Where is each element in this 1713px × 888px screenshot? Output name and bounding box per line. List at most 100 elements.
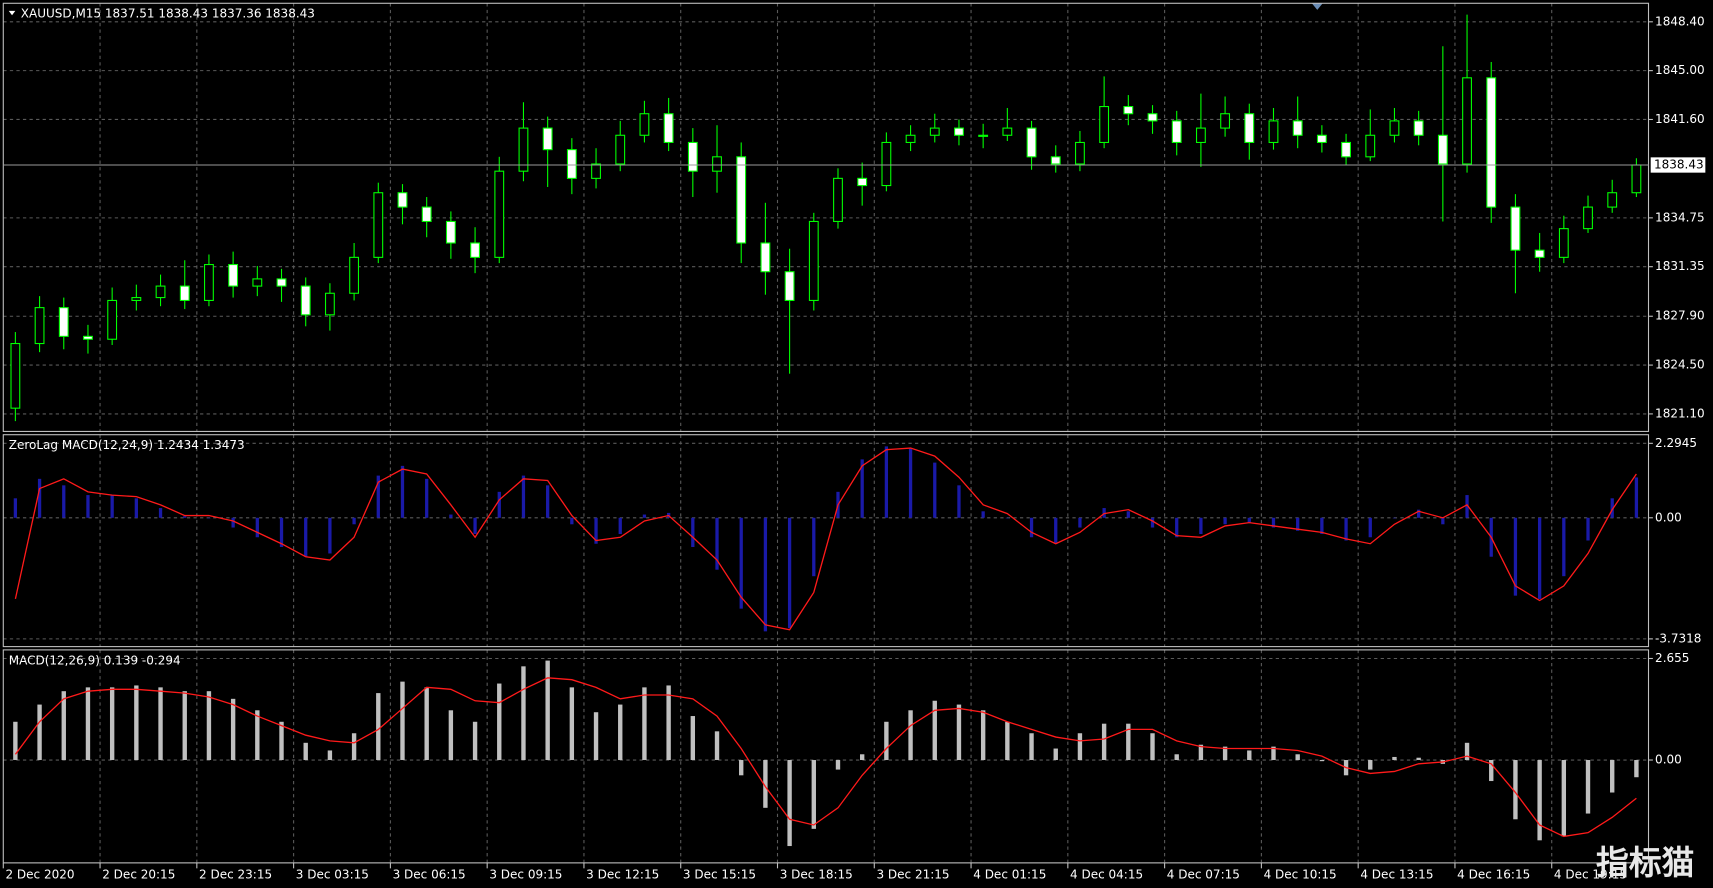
histogram-bar: [570, 517, 574, 525]
histogram-bar: [13, 498, 18, 518]
histogram-bar: [691, 517, 695, 547]
histogram-bar: [1537, 517, 1542, 599]
histogram-bar: [37, 478, 42, 518]
histogram-bar: [328, 517, 332, 554]
histogram-bar: [1320, 517, 1324, 535]
candle-body: [978, 134, 989, 137]
histogram-bar: [61, 691, 66, 761]
candle-body: [349, 256, 360, 294]
candle-body: [1002, 127, 1013, 136]
candle-body: [1583, 206, 1593, 230]
histogram-bar: [957, 485, 961, 518]
last-price-label: 1838.43: [1654, 158, 1704, 172]
x-tick-label: 4 Dec 13:15: [1360, 867, 1433, 881]
x-tick-label: 3 Dec 06:15: [393, 867, 466, 881]
histogram-bar: [787, 760, 792, 847]
histogram-bar: [1489, 760, 1494, 782]
candle-body: [881, 141, 892, 187]
last-price-box: [1650, 157, 1706, 173]
histogram-bar: [85, 687, 91, 761]
panel-border: [2, 434, 1650, 648]
x-tick-label: 3 Dec 21:15: [876, 867, 949, 881]
x-tick-label: 4 Dec 10:15: [1264, 867, 1337, 881]
candle-body: [1631, 164, 1642, 194]
y-tick-label: 1824.50: [1655, 358, 1705, 372]
histogram-bar: [1222, 746, 1228, 761]
watermark: 指标猫: [1596, 844, 1694, 882]
histogram-bar: [1053, 748, 1058, 761]
y-tick-label: 1834.75: [1655, 210, 1705, 224]
histogram-bar: [134, 498, 138, 518]
histogram-bar: [787, 517, 792, 629]
shift-marker: [1311, 3, 1323, 10]
histogram-bar: [62, 485, 66, 518]
histogram-bar: [1077, 733, 1083, 761]
histogram-bar: [569, 687, 575, 761]
x-tick-label: 3 Dec 12:15: [586, 867, 659, 881]
histogram-bar: [666, 685, 671, 761]
histogram-bar: [545, 660, 550, 761]
histogram-bar: [400, 465, 405, 518]
histogram-bar: [932, 700, 937, 761]
histogram-bar: [327, 750, 333, 761]
histogram-bar: [981, 511, 985, 518]
candle-body: [1365, 134, 1376, 158]
histogram-bar: [86, 495, 90, 518]
candle-body: [1026, 127, 1037, 158]
x-tick-label: 2 Dec 23:15: [199, 867, 272, 881]
histogram-bar: [304, 517, 308, 557]
histogram-bar: [642, 687, 647, 761]
candle-body: [1341, 141, 1351, 158]
x-tick-label: 4 Dec 07:15: [1167, 867, 1240, 881]
histogram-bar: [884, 721, 889, 761]
candle-body: [1075, 141, 1085, 165]
histogram-bar: [255, 517, 259, 538]
candle-body: [1244, 113, 1255, 144]
candle-body: [857, 177, 868, 187]
candle-body: [373, 192, 384, 258]
candle-body: [1486, 77, 1497, 208]
y-tick-label: 1841.60: [1655, 112, 1705, 126]
histogram-bar: [594, 517, 598, 544]
candle-body: [300, 285, 311, 316]
histogram-bar: [1150, 733, 1155, 761]
x-tick-label: 4 Dec 19:15: [1554, 867, 1627, 881]
y-tick-label: 2.2945: [1655, 436, 1697, 450]
histogram-bar: [980, 710, 986, 761]
candle-body: [1147, 113, 1158, 122]
candle-body: [1462, 77, 1472, 165]
histogram-bar: [715, 517, 719, 570]
histogram-bar: [279, 517, 284, 547]
candle-body: [760, 242, 771, 273]
histogram-bar: [859, 754, 865, 761]
candle-body: [10, 342, 21, 409]
candle-body: [1220, 113, 1231, 129]
panel-title: MACD(12,26,9) 0.139 -0.294: [9, 653, 181, 667]
candle-body: [179, 285, 190, 301]
candle-body: [808, 220, 819, 301]
candle-body: [228, 263, 239, 287]
histogram-bar: [763, 760, 768, 808]
candle-body: [1389, 120, 1400, 136]
x-tick-label: 4 Dec 16:15: [1457, 867, 1530, 881]
histogram-bar: [255, 710, 260, 761]
histogram-bar: [1562, 517, 1566, 577]
histogram-bar: [1368, 760, 1373, 770]
candle-body: [639, 113, 650, 136]
panel-border: [2, 2, 1650, 432]
histogram-bar: [1198, 744, 1204, 761]
histogram-bar: [690, 716, 696, 761]
candle-body: [736, 156, 747, 244]
histogram-bar: [448, 710, 454, 761]
candle-body: [1607, 192, 1618, 208]
y-tick-label: 1845.00: [1655, 63, 1705, 77]
histogram-bar: [521, 475, 526, 518]
candle-body: [566, 149, 577, 179]
histogram-bar: [1150, 517, 1155, 528]
histogram-bar: [1296, 517, 1300, 531]
histogram-bar: [1634, 760, 1639, 778]
y-tick-label: 1831.35: [1655, 259, 1705, 273]
histogram-bar: [546, 485, 550, 518]
histogram-bar: [473, 517, 477, 535]
